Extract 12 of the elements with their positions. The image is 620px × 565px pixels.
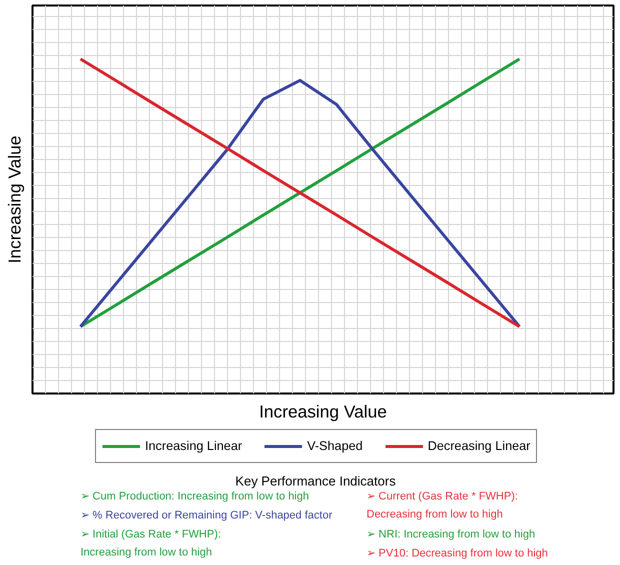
text: ➢ PV10: Decreasing from low to high [366,548,548,560]
y-axis-title: Increasing Value [4,136,24,264]
text: Key Performance Indicators [235,474,396,488]
legend-label: Increasing Linear [145,439,242,453]
x-axis-title: Increasing Value [259,402,387,422]
text: ➢ Initial (Gas Rate * FWHP): Increasing from low to high [80,528,221,558]
text: ➢ % Recovered or Remaining GIP: V-shaped factor [80,510,333,522]
legend-label: V-Shaped [307,439,363,453]
text: ➢ Cum Production: Increasing from low to high [80,490,309,502]
legend-label: Decreasing Linear [428,439,530,453]
text: ➢ NRI: Increasing from low to high [366,528,536,540]
text: ➢ Current (Gas Rate * FWHP): Decreasing from low to high [366,490,518,520]
